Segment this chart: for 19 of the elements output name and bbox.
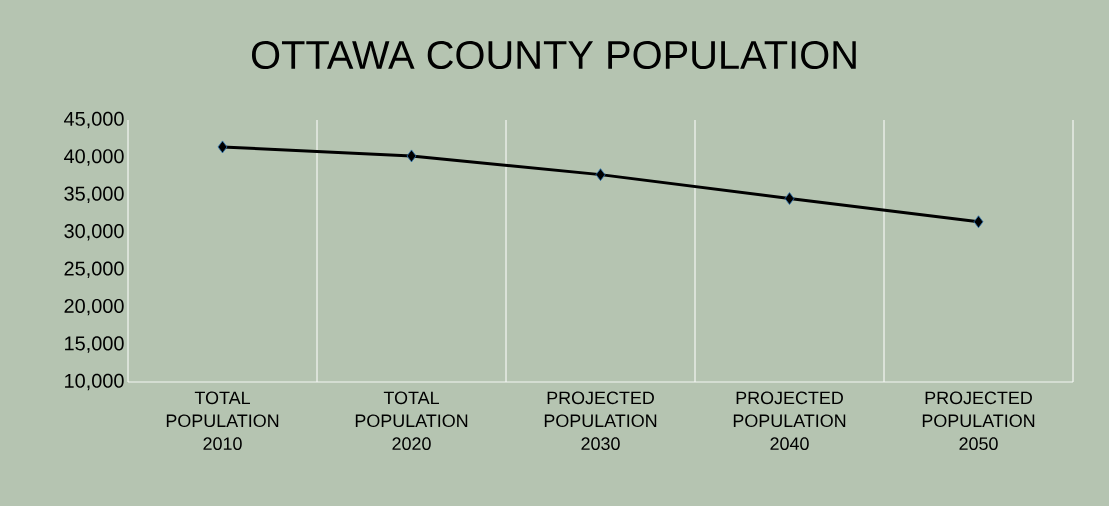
point bbox=[595, 168, 606, 182]
y-tick-label: 30,000 bbox=[64, 224, 124, 241]
x-tick-label: PROJECTED POPULATION 2040 bbox=[733, 391, 846, 451]
y-tick-label: 35,000 bbox=[64, 186, 124, 204]
point bbox=[217, 140, 228, 154]
y-tick-label: 15,000 bbox=[65, 336, 124, 353]
y-tick-label: 40,000 bbox=[64, 149, 124, 166]
point bbox=[973, 215, 984, 229]
y-tick-label: 25,000 bbox=[64, 261, 124, 278]
y-tick-label: 20,000 bbox=[64, 298, 124, 316]
chart-title: OTTAWA COUNTY POPULATION bbox=[251, 40, 856, 70]
point bbox=[784, 192, 795, 205]
x-tick-label: PROJECTED POPULATION 2030 bbox=[544, 391, 657, 451]
x-tick-label: TOTAL POPULATION 2020 bbox=[355, 391, 468, 451]
y-tick-label: 10,000 bbox=[65, 373, 124, 391]
point bbox=[406, 149, 417, 163]
y-tick-label: 45,000 bbox=[64, 111, 124, 129]
x-tick-label: TOTAL POPULATION 2010 bbox=[166, 391, 279, 451]
x-tick-label: PROJECTED POPULATION 2050 bbox=[922, 391, 1035, 451]
